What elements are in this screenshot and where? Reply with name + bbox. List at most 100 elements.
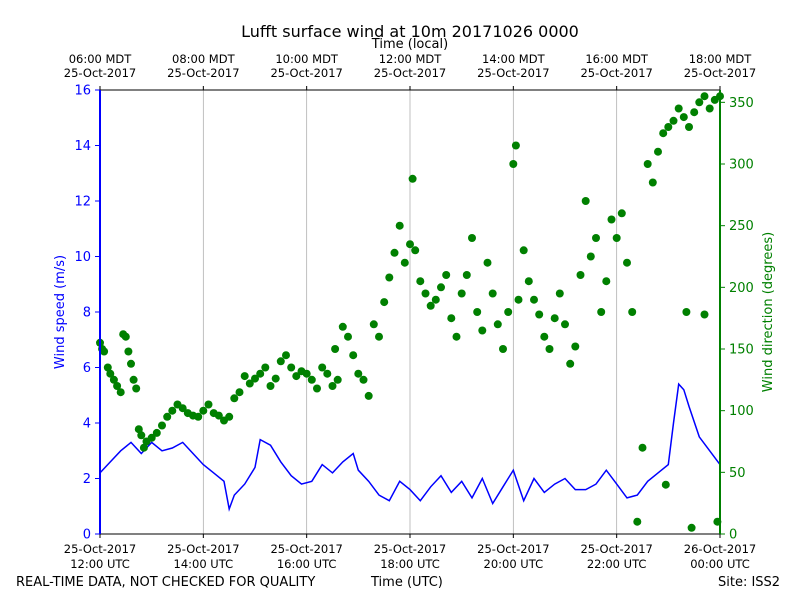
wind-direction-point (271, 374, 280, 383)
wind-direction-point (199, 406, 208, 415)
wind-direction-point (483, 258, 492, 267)
wind-direction-point (462, 271, 471, 279)
wind-direction-point (561, 320, 569, 329)
right-tick-label: 50 (729, 466, 746, 481)
wind-direction-point (679, 113, 688, 122)
axes: 0 2 4 6 8 10 12 14 16 0 50 100 150 200 250 300 350 25-Oct… (64, 52, 756, 571)
wind-direction-point (473, 308, 482, 316)
top-tick-time: 18:00 MDT (689, 52, 753, 66)
wind-direction-point (566, 359, 575, 368)
bottom-tick-time: 20:00 UTC (484, 557, 544, 571)
wind-direction-point (124, 347, 133, 356)
wind-direction-point (240, 372, 249, 381)
wind-direction-point (504, 308, 513, 316)
wind-direction-point (287, 363, 296, 372)
quality-note: REAL-TIME DATA, NOT CHECKED FOR QUALITY (16, 575, 316, 590)
wind-direction-point (431, 295, 440, 304)
wind-direction-point (612, 234, 621, 242)
top-tick-time: 16:00 MDT (585, 52, 649, 66)
wind-direction-point (406, 240, 414, 249)
wind-direction-point (690, 108, 699, 117)
wind-direction-point (333, 375, 342, 384)
wind-direction-point (364, 391, 373, 400)
wind-direction-point (592, 234, 600, 242)
wind-direction-point (700, 310, 709, 319)
wind-direction-point (328, 382, 337, 390)
wind-direction-point (349, 351, 358, 360)
wind-direction-point (478, 326, 487, 335)
wind-direction-point (318, 363, 327, 372)
left-tick-label: 12 (74, 195, 91, 210)
wind-direction-point (163, 412, 172, 421)
right-tick-label: 350 (729, 96, 754, 111)
wind-direction-point (661, 480, 670, 489)
wind-direction-point (313, 384, 321, 393)
wind-direction-point (638, 443, 647, 452)
wind-direction-point (623, 258, 631, 267)
wind-speed-line (99, 382, 721, 512)
wind-direction-point (266, 382, 275, 390)
left-tick-label: 4 (83, 417, 91, 432)
wind-direction-point (581, 197, 590, 205)
wind-direction-point (643, 160, 652, 168)
wind-direction-point (659, 129, 668, 138)
bottom-tick-time: 22:00 UTC (587, 557, 647, 571)
wind-direction-point (654, 147, 662, 156)
top-tick-time: 12:00 MDT (379, 52, 443, 66)
wind-direction-point (509, 160, 518, 168)
top-tick-time: 08:00 MDT (172, 52, 236, 66)
wind-direction-point (225, 412, 234, 421)
wind-direction-point (685, 123, 693, 131)
wind-direction-point (116, 388, 125, 397)
wind-direction-point (411, 246, 420, 255)
wind-direction-point (648, 178, 657, 187)
wind-direction-point (338, 322, 347, 331)
wind-direction-point (344, 332, 352, 341)
bottom-tick-time: 16:00 UTC (277, 557, 337, 571)
wind-direction-point (540, 332, 549, 341)
wind-direction-point (669, 116, 678, 125)
top-tick-date: 25-Oct-2017 (477, 66, 549, 80)
wind-direction-point (168, 406, 177, 415)
left-axis-label: Wind speed (m/s) (53, 255, 68, 369)
left-tick-label: 6 (83, 361, 91, 376)
bottom-tick-date: 25-Oct-2017 (167, 542, 239, 556)
grid (99, 90, 721, 534)
wind-direction-point (129, 375, 138, 384)
wind-direction-point (628, 308, 637, 316)
bottom-tick-time: 18:00 UTC (380, 557, 440, 571)
wind-direction-point (555, 289, 564, 298)
wind-direction-point (147, 433, 156, 442)
wind-direction-point (700, 92, 709, 101)
top-tick-date: 25-Oct-2017 (64, 66, 136, 80)
wind-direction-point (139, 443, 148, 452)
top-tick-time: 10:00 MDT (275, 52, 339, 66)
wind-direction-point (408, 174, 417, 183)
right-tick-label: 200 (729, 281, 754, 296)
wind-direction-point (127, 359, 135, 368)
wind-direction-point (331, 345, 340, 353)
site-label: Site: ISS2 (718, 575, 781, 590)
wind-direction-point (511, 141, 520, 150)
wind-direction-point (674, 104, 683, 113)
wind-direction-point (682, 308, 691, 316)
bottom-tick-date: 25-Oct-2017 (477, 542, 549, 556)
right-tick-label: 300 (729, 158, 754, 173)
wind-direction-point (109, 375, 118, 384)
bottom-tick-date: 26-Oct-2017 (684, 542, 756, 556)
wind-direction-point (426, 301, 435, 310)
wind-direction-point (100, 347, 109, 356)
bottom-axis-label: Time (UTC) (371, 575, 443, 590)
wind-direction-point (137, 431, 146, 440)
wind-direction-point (375, 332, 383, 341)
wind-direction-point (468, 234, 476, 242)
top-tick-date: 25-Oct-2017 (684, 66, 756, 80)
wind-direction-point (664, 123, 673, 131)
wind-direction-point (354, 369, 363, 378)
wind-direction-point (158, 421, 166, 430)
wind-direction-point (261, 363, 270, 372)
wind-direction-point (535, 310, 544, 319)
bottom-tick-date: 25-Oct-2017 (270, 542, 342, 556)
wind-direction-point (421, 289, 430, 298)
bottom-tick-date: 25-Oct-2017 (580, 542, 652, 556)
